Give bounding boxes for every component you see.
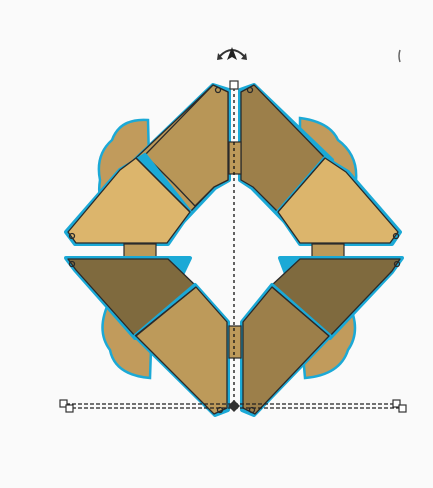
panel-bottom-right[interactable] xyxy=(240,256,404,417)
resize-handle-icon[interactable] xyxy=(398,404,407,413)
dimension-line xyxy=(66,403,400,409)
center-arrow-icon[interactable] xyxy=(228,400,240,412)
panel-bottom-left[interactable] xyxy=(64,256,230,417)
panel-top-right[interactable] xyxy=(238,83,402,246)
panel-top-left[interactable] xyxy=(64,83,231,246)
hinge-right xyxy=(311,243,345,259)
hinge-left xyxy=(123,243,157,259)
edge-handle-icon[interactable] xyxy=(229,80,239,90)
hinge-bottom-center xyxy=(228,325,242,359)
resize-handle-icon[interactable] xyxy=(59,399,68,408)
resize-handle-icon[interactable] xyxy=(65,404,74,413)
rotate-arrow-icon[interactable] xyxy=(217,47,247,60)
resize-handle-icon[interactable] xyxy=(392,399,401,408)
hinge-top-center xyxy=(228,141,242,175)
partial-handle-icon xyxy=(398,49,401,63)
